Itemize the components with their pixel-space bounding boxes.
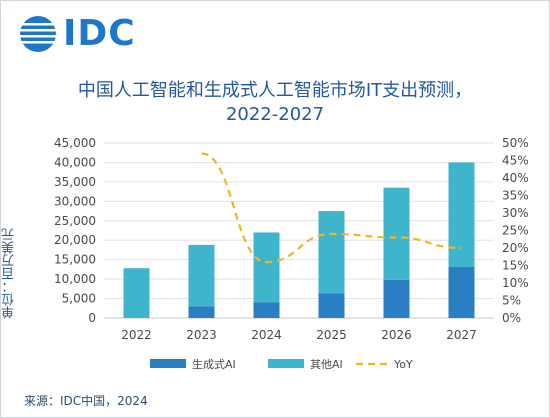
x-tick-label: 2022 [121, 328, 152, 342]
y2-tick-label: 20% [502, 241, 529, 255]
bar-other-ai [318, 211, 345, 294]
y2-tick-label: 25% [502, 224, 529, 238]
legend-label-genai: 生成式AI [192, 357, 236, 371]
x-tick-label: 2023 [186, 328, 217, 342]
y2-tick-label: 40% [502, 171, 529, 185]
y-tick-label: 25,000 [54, 214, 96, 228]
legend-swatch-genai [150, 359, 186, 368]
legend-label-yoy: YoY [393, 358, 413, 371]
source-note: 来源：IDC中国，2024 [24, 394, 148, 408]
y2-tick-label: 35% [502, 189, 529, 203]
bar-other-ai [253, 232, 280, 303]
y-tick-label: 5,000 [62, 292, 96, 306]
bar-genai [318, 293, 345, 318]
bar-other-ai [448, 162, 475, 267]
globe-icon [20, 16, 56, 52]
y-tick-label: 20,000 [54, 233, 96, 247]
bar-other-ai [123, 268, 150, 318]
y-tick-label: 35,000 [54, 175, 96, 189]
x-tick-label: 2025 [316, 328, 347, 342]
bar-genai [188, 306, 215, 318]
y2-tick-label: 30% [502, 206, 529, 220]
y-tick-label: 0 [88, 311, 96, 325]
bar-genai [448, 266, 475, 318]
y2-tick-label: 50% [502, 136, 529, 150]
x-tick-label: 2024 [251, 328, 282, 342]
y2-tick-label: 10% [502, 276, 529, 290]
y-tick-label: 45,000 [54, 136, 96, 150]
bar-genai [383, 279, 410, 318]
y2-tick-label: 45% [502, 154, 529, 168]
y2-tick-label: 15% [502, 259, 529, 273]
bar-other-ai [383, 187, 410, 280]
y-tick-label: 15,000 [54, 253, 96, 267]
legend-label-other-ai: 其他AI [310, 358, 343, 371]
y-tick-label: 40,000 [54, 155, 96, 169]
bar-other-ai [188, 244, 215, 307]
y2-tick-label: 5% [502, 294, 521, 308]
idc-logo: IDC [18, 12, 158, 56]
chart-title: 中国人工智能和生成式人工智能市场IT支出预测， [77, 80, 473, 101]
x-tick-label: 2026 [381, 328, 412, 342]
chart-subtitle: 2022-2027 [225, 104, 325, 125]
y-tick-label: 10,000 [54, 272, 96, 286]
logo-text: IDC [63, 13, 136, 54]
legend-swatch-other-ai [268, 359, 304, 368]
x-tick-label: 2027 [446, 328, 477, 342]
y2-tick-label: 0% [502, 311, 521, 325]
y-tick-label: 30,000 [54, 194, 96, 208]
bar-genai [253, 302, 280, 318]
